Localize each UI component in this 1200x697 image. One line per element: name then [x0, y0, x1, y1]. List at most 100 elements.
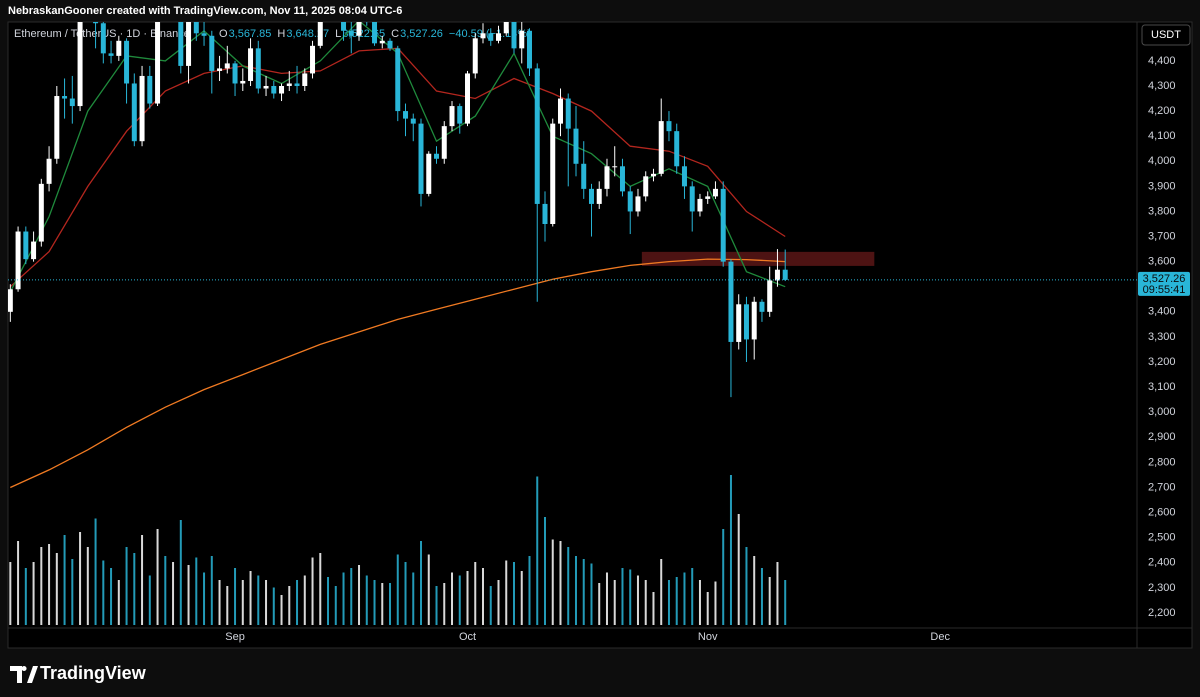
volume-bar	[141, 535, 144, 625]
volume-bar	[164, 556, 167, 625]
candle-body	[403, 111, 409, 119]
y-tick-label: 4,100	[1148, 130, 1176, 142]
candle-body	[712, 188, 718, 197]
candle-body	[503, 22, 509, 34]
candle-body	[31, 241, 37, 260]
candle-body	[201, 33, 207, 36]
volume-bar	[675, 577, 678, 625]
y-tick-label: 3,000	[1148, 406, 1176, 418]
volume-bar	[590, 563, 593, 625]
volume-bar	[706, 592, 709, 625]
volume-bar	[241, 580, 244, 625]
candle-body	[341, 22, 347, 31]
moving-average	[10, 258, 786, 489]
candle-body	[69, 98, 75, 107]
volume-bar	[48, 544, 51, 625]
candle-body	[8, 289, 13, 312]
volume-bar	[543, 517, 546, 625]
candle-body	[108, 53, 114, 56]
candle-body	[193, 22, 199, 34]
candle-body	[635, 196, 641, 212]
y-tick-label: 3,300	[1148, 331, 1176, 343]
volume-bar	[156, 529, 159, 625]
volume-bar	[698, 580, 701, 625]
candle-body	[697, 198, 703, 212]
candle-body	[232, 63, 238, 84]
volume-bar	[389, 583, 392, 625]
candle-body	[465, 73, 471, 124]
y-tick-label: 3,400	[1148, 306, 1176, 318]
volume-bar	[427, 554, 430, 625]
candle-body	[62, 96, 68, 99]
candle-body	[650, 173, 656, 177]
volume-bar	[63, 535, 66, 625]
volume-bar	[598, 583, 601, 625]
candle-body	[751, 301, 757, 340]
volume-bar	[489, 586, 492, 625]
currency[interactable]: USDT	[1151, 29, 1181, 41]
y-tick-label: 2,900	[1148, 431, 1176, 443]
candle-body	[294, 83, 300, 86]
currency-box[interactable]	[1141, 24, 1191, 46]
candle-body	[255, 48, 261, 89]
candle-body	[573, 128, 579, 164]
volume-bar	[55, 553, 58, 625]
candle-body	[782, 269, 788, 280]
candle-body	[379, 40, 385, 44]
volume-bar	[567, 547, 570, 625]
zone	[641, 251, 875, 266]
y-tick-label: 4,200	[1148, 105, 1176, 117]
candle-body	[736, 304, 742, 342]
candle-body	[619, 166, 625, 192]
volume-bar	[505, 560, 508, 625]
volume-bar	[365, 575, 368, 625]
candle-body	[588, 188, 594, 204]
plot-area	[8, 22, 875, 625]
volume-bar	[691, 568, 694, 625]
candle-body	[550, 123, 556, 224]
y-tick-label: 4,400	[1148, 55, 1176, 67]
volume-bar	[272, 587, 275, 625]
volume-bar	[396, 554, 399, 625]
volume-bar	[133, 553, 136, 625]
candle-body	[271, 85, 277, 94]
volume-bar	[334, 586, 337, 625]
candle-body	[526, 30, 532, 69]
volume-bar	[226, 586, 229, 625]
chart-panel	[7, 21, 1193, 649]
candle-body	[124, 40, 130, 84]
candle-body	[240, 80, 246, 84]
volume-bar	[234, 568, 237, 625]
candle-body	[604, 166, 610, 189]
candle-body	[248, 48, 254, 81]
volume-bar	[435, 586, 438, 625]
candle-body	[627, 191, 633, 212]
volume-bar	[458, 575, 461, 625]
candle-body	[356, 22, 362, 36]
y-tick-label: 3,900	[1148, 180, 1176, 192]
candle-body	[186, 22, 192, 66]
candle-body	[155, 22, 161, 104]
volume-bar	[257, 575, 260, 625]
candle-body	[348, 30, 354, 36]
volume-bar	[381, 583, 384, 625]
volume-bar	[714, 581, 717, 625]
last-price-label: 3,527.26	[1143, 273, 1186, 285]
volume-bar	[528, 556, 531, 625]
volume-bar	[327, 577, 330, 625]
candle-body	[767, 280, 773, 312]
candle-body	[131, 83, 137, 142]
candle-body	[759, 301, 765, 312]
ohlc-key: O	[219, 28, 228, 40]
volume-bar	[125, 547, 128, 625]
candle-body	[728, 261, 734, 342]
volume-bar	[32, 562, 35, 625]
volume-bar	[574, 556, 577, 625]
volume-bar	[636, 575, 639, 625]
volume-bar	[280, 595, 283, 625]
volume-bar	[110, 568, 113, 625]
volume-bar	[482, 568, 485, 625]
volume-bar	[536, 476, 539, 625]
candle-body	[743, 304, 749, 340]
